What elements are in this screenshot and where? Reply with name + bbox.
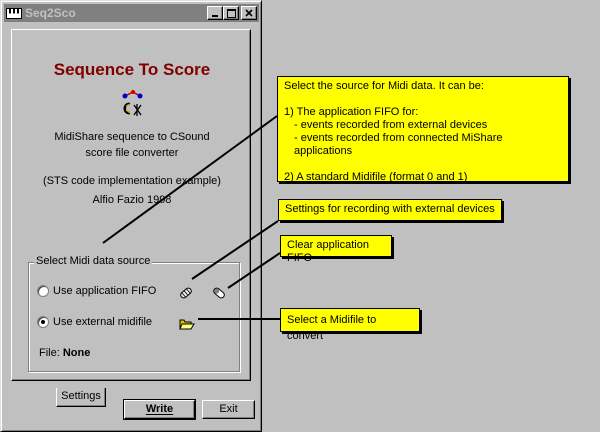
implementation-note: (STS code implementation example) xyxy=(43,175,221,187)
file-value: None xyxy=(62,347,91,359)
maximize-icon[interactable] xyxy=(223,6,239,20)
sequence-to-score-logo xyxy=(122,90,143,116)
radio-label: Use application FIFO xyxy=(53,285,157,297)
callout-text: - events recorded from connected MiShare… xyxy=(294,132,503,157)
title-bar[interactable]: Seq2Sco xyxy=(4,4,259,22)
subtitle-line-1: MidiShare sequence to CSound xyxy=(54,131,210,143)
write-button[interactable]: Write xyxy=(123,399,196,420)
radio-label: Use external midifile xyxy=(53,316,153,328)
window-title: Seq2Sco xyxy=(25,6,76,20)
leader-line-settings xyxy=(191,220,279,280)
main-window: Seq2Sco Sequence To Score MidiShare sequ… xyxy=(0,0,262,432)
eraser-icon[interactable] xyxy=(211,285,227,301)
write-button-label: Write xyxy=(145,403,174,415)
midi-source-group: Select Midi data source Use application … xyxy=(28,255,240,372)
callout-text: 1) The application FIFO for: xyxy=(284,106,419,118)
piano-keyboard-icon[interactable] xyxy=(6,6,22,20)
radio-button[interactable] xyxy=(37,285,49,297)
callout-text: Select the source for Midi data. It can … xyxy=(284,80,484,92)
leader-line-source xyxy=(102,115,278,244)
callout-text: 2) A standard Midifile (format 0 and 1) xyxy=(284,171,468,183)
title-buttons xyxy=(207,6,257,20)
tab-settings[interactable]: Settings xyxy=(56,388,106,407)
radio-button-selected[interactable] xyxy=(37,316,49,328)
leader-line-clear xyxy=(227,252,281,289)
file-label: File: xyxy=(39,347,60,359)
callout-text: - events recorded from external devices xyxy=(294,119,488,131)
radio-use-midifile[interactable]: Use external midifile xyxy=(37,316,152,328)
clear-fifo-help-callout: Clear application FIFO xyxy=(280,235,392,264)
open-folder-icon[interactable] xyxy=(179,316,195,332)
group-label: Select Midi data source xyxy=(34,255,153,267)
subtitle-line-2: score file converter xyxy=(85,147,179,159)
exit-button[interactable]: Exit xyxy=(202,400,255,419)
app-title: Sequence To Score xyxy=(53,60,211,79)
midifile-help-callout: Select a Midifile to convert xyxy=(280,308,420,342)
minimize-icon[interactable] xyxy=(207,6,223,20)
author-credit: Alfio Fazio 1998 xyxy=(92,194,172,206)
source-help-callout: Select the source for Midi data. It can … xyxy=(277,76,569,183)
settings-help-callout: Settings for recording with external dev… xyxy=(278,199,502,221)
record-settings-icon[interactable] xyxy=(178,285,194,301)
close-icon[interactable] xyxy=(241,6,257,20)
settings-tab-page: Sequence To Score MidiShare sequence to … xyxy=(11,29,251,381)
file-status: File: None xyxy=(39,347,90,359)
radio-use-fifo[interactable]: Use application FIFO xyxy=(37,285,156,297)
